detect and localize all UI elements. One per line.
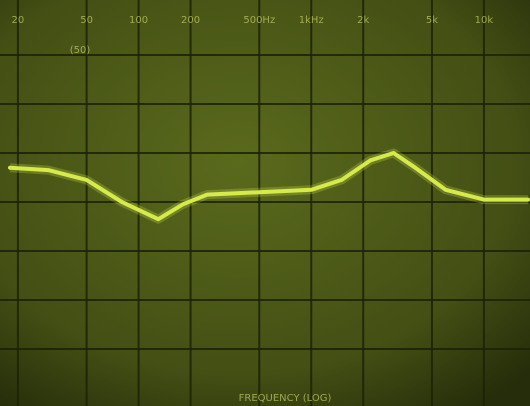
x-tick-label: 10k — [475, 15, 494, 26]
annotation: (50) — [70, 45, 91, 56]
x-tick-label: 100 — [129, 15, 148, 26]
x-tick-label: 5k — [426, 15, 438, 26]
x-tick-label: 500Hz — [243, 15, 275, 26]
x-tick-label: 2k — [357, 15, 369, 26]
x-tick-label: 20 — [12, 15, 25, 26]
x-tick-label: 50 — [80, 15, 93, 26]
trace — [8, 151, 530, 222]
x-axis-label: FREQUENCY (LOG) — [239, 393, 332, 404]
x-tick-label: 1kHz — [299, 15, 324, 26]
x-tick-label: 200 — [181, 15, 200, 26]
